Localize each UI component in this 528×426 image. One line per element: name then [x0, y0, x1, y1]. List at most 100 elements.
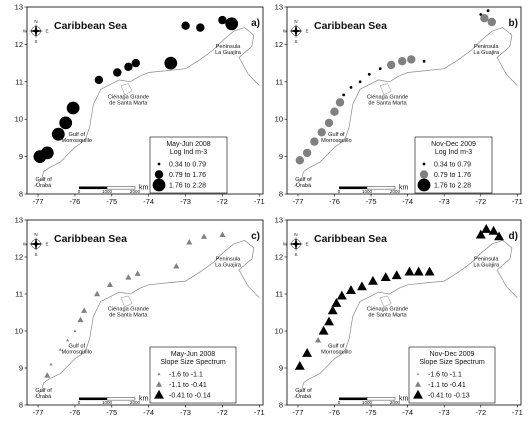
station-triangle — [380, 272, 391, 281]
station-circle — [330, 107, 339, 116]
scale-unit: km — [139, 185, 149, 192]
place-cienaga: Ciénaga Grande — [367, 307, 408, 313]
legend-item-label: 0.79 to 1.76 — [434, 172, 471, 179]
legend-item-label: -1.6 to -1.1 — [428, 372, 462, 379]
compass-e: E — [305, 242, 308, 247]
legend-title: May-Jun 2008 — [166, 141, 210, 148]
compass-rose-icon: N S E W — [23, 19, 49, 44]
place-gulf-uraba: Gulf of — [295, 177, 312, 183]
compass-n: N — [294, 19, 297, 24]
scale-1000: 1000 — [102, 400, 113, 405]
compass-s: S — [34, 252, 37, 257]
place-peninsula: Peninsula — [474, 44, 499, 50]
station-triangle — [481, 224, 492, 233]
station-triangle — [327, 305, 338, 315]
legend-circle-small — [157, 162, 161, 166]
lat-tick-label: 10 — [275, 115, 283, 124]
place-uraba: Urabá — [296, 394, 312, 400]
station-circle — [335, 98, 345, 107]
place-la-guajira: La Guajira — [473, 263, 500, 269]
station-triangle — [475, 229, 486, 239]
lon-tick-label: -71 — [254, 408, 265, 417]
legend-item-label: 0.34 to 0.79 — [434, 162, 471, 169]
coastline — [294, 27, 518, 187]
station-triangle — [318, 325, 329, 335]
legend-triangle-small — [157, 372, 161, 376]
sea-label: Caribbean Sea — [54, 20, 127, 32]
cienaga-lagoon — [379, 83, 392, 96]
station-triangle — [488, 225, 499, 235]
station-circle — [218, 15, 227, 25]
compass-e: E — [305, 29, 308, 34]
legend-item-label: 0.79 to 1.76 — [169, 172, 206, 179]
scale-2000: 2000 — [130, 400, 141, 405]
station-circle — [398, 57, 407, 66]
lon-tick-label: -74 — [402, 197, 413, 206]
legend-box — [408, 346, 496, 404]
place-gulf-uraba: Gulf of — [295, 388, 312, 394]
lat-tick-label: 9 — [19, 152, 23, 161]
station-circle — [225, 17, 239, 31]
scale-bar-white — [106, 397, 136, 401]
station-triangle — [346, 285, 356, 294]
coastline — [34, 27, 260, 187]
station-circle — [486, 9, 490, 13]
station-circle — [51, 127, 65, 141]
place-santa-marta: de Santa Marta — [368, 101, 407, 107]
compass-rose-icon: N S E W — [283, 19, 309, 44]
station-circle — [302, 148, 312, 158]
station-triangle — [294, 360, 305, 370]
sea-label: Caribbean Sea — [314, 20, 387, 32]
legend-title: Nov-Dec 2009 — [430, 351, 475, 358]
panel-tag: d) — [509, 231, 518, 242]
station-circle — [124, 62, 133, 71]
lon-tick-label: -72 — [217, 408, 228, 417]
cienaga-lagoon — [379, 295, 392, 308]
lat-tick-label: 11 — [15, 77, 23, 86]
station-circle — [295, 156, 304, 165]
place-la-guajira: La Guajira — [473, 50, 500, 56]
station-triangle — [413, 266, 424, 276]
lat-tick-label: 9 — [279, 152, 283, 161]
place-morrosquillo: Morrosquillo — [62, 350, 92, 356]
compass-w: W — [283, 29, 288, 34]
scale-bar-white — [366, 397, 396, 401]
station-circle — [59, 116, 73, 130]
lat-tick-label: 11 — [275, 290, 283, 299]
legend-subtitle: Slope Size Spectrum — [160, 359, 226, 366]
compass-needle-ew — [29, 29, 43, 33]
lon-tick-label: -76 — [329, 197, 340, 206]
station-triangle — [49, 362, 53, 366]
station-circle — [324, 118, 334, 128]
coastline — [34, 240, 260, 398]
lon-tick-label: -74 — [143, 197, 154, 206]
legend-circle-medium — [419, 170, 429, 179]
station-circle — [480, 14, 489, 23]
place-santa-marta: de Santa Marta — [109, 313, 148, 319]
station-triangle — [315, 337, 322, 343]
panel-tag: a) — [251, 18, 260, 29]
station-circle — [131, 58, 140, 68]
place-la-guajira: La Guajira — [215, 263, 242, 269]
station-triangle — [186, 239, 193, 245]
lon-tick-label: -73 — [180, 197, 191, 206]
lat-tick-label: 13 — [15, 3, 23, 12]
station-triangle — [324, 316, 334, 326]
place-morrosquillo: Morrosquillo — [321, 350, 351, 356]
station-circle — [358, 80, 362, 84]
legend-triangle-medium — [155, 381, 163, 387]
station-triangle — [331, 298, 342, 307]
lon-tick-label: -75 — [366, 408, 377, 417]
place-la-guajira: La Guajira — [215, 50, 242, 56]
station-triangle — [404, 266, 415, 276]
legend-circle-medium — [154, 170, 164, 179]
station-triangle — [367, 275, 378, 285]
place-morrosquillo: Morrosquillo — [62, 138, 92, 144]
scale-0: 0 — [338, 400, 341, 405]
lat-tick-label: 13 — [15, 216, 23, 225]
lon-tick-label: -75 — [106, 197, 117, 206]
compass-rose-icon: N S E W — [23, 232, 49, 257]
lon-tick-label: -77 — [293, 197, 304, 206]
